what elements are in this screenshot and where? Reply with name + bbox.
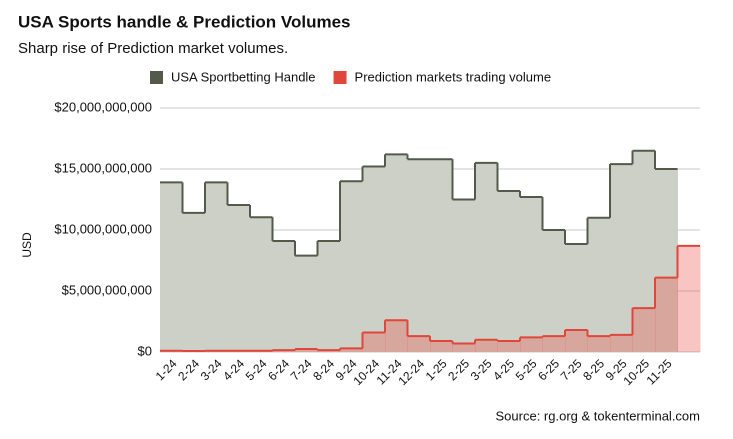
x-tick-label: 3-25 <box>468 356 495 383</box>
y-tick-label: $15,000,000,000 <box>54 160 152 175</box>
step-area <box>272 240 296 352</box>
legend-swatch <box>333 71 347 84</box>
x-tick-label: 10-25 <box>621 356 653 388</box>
x-tick-label: 7-25 <box>558 356 585 383</box>
source-note: Source: rg.org & tokenterminal.com <box>496 408 700 423</box>
step-area <box>587 336 611 352</box>
legend-swatch <box>150 71 163 84</box>
step-area <box>542 230 566 352</box>
y-tick-label: $20,000,000,000 <box>54 99 152 114</box>
step-area <box>610 164 633 352</box>
step-area <box>430 341 453 352</box>
step-area <box>430 159 453 352</box>
step-area <box>475 162 498 352</box>
step-area <box>497 341 521 352</box>
y-axis-label: USD <box>20 232 34 258</box>
x-tick-label: 1-24 <box>153 356 180 383</box>
step-area <box>520 197 543 352</box>
y-tick-label: $10,000,000,000 <box>54 221 152 236</box>
step-area <box>362 332 386 352</box>
step-area <box>407 159 431 352</box>
step-area <box>385 154 408 352</box>
x-tick-label: 3-24 <box>198 356 225 383</box>
x-tick-label: 2-24 <box>175 356 202 383</box>
step-area <box>362 166 386 352</box>
y-tick-label: $0 <box>138 343 152 358</box>
y-tick-label: $5,000,000,000 <box>62 282 152 297</box>
step-area <box>655 169 678 352</box>
x-tick-label: 11-25 <box>644 356 675 387</box>
step-area <box>632 308 656 352</box>
x-tick-label: 4-25 <box>490 356 517 383</box>
step-area <box>475 339 498 352</box>
step-area <box>205 182 228 352</box>
legend-label: Prediction markets trading volume <box>355 69 552 84</box>
step-area <box>520 337 543 352</box>
step-area <box>317 240 341 352</box>
step-area <box>677 245 701 352</box>
x-tick-label: 12-24 <box>396 356 428 388</box>
step-area <box>632 150 656 352</box>
chart-subtitle: Sharp rise of Prediction market volumes. <box>18 40 288 57</box>
x-tick-label: 1-25 <box>423 356 450 383</box>
x-tick-label: 8-24 <box>310 356 337 383</box>
step-area <box>407 336 431 352</box>
x-tick-label: 10-24 <box>351 356 383 388</box>
step-area <box>227 204 251 352</box>
step-area <box>295 348 318 352</box>
x-tick-label: 6-25 <box>535 356 562 383</box>
step-area <box>542 336 566 352</box>
x-tick-label: 7-24 <box>288 356 315 383</box>
step-area <box>565 244 588 352</box>
step-area <box>385 320 408 352</box>
x-tick-label: 2-25 <box>445 356 472 383</box>
x-tick-label: 4-24 <box>220 356 247 383</box>
legend-label: USA Sportbetting Handle <box>171 69 316 84</box>
step-area <box>340 348 363 352</box>
chart-title: USA Sports handle & Prediction Volumes <box>18 12 351 31</box>
step-area <box>182 212 206 352</box>
step-area <box>565 330 588 352</box>
step-area <box>340 181 363 352</box>
x-tick-label: 5-25 <box>513 356 540 383</box>
x-tick-label: 8-25 <box>580 356 607 383</box>
step-area <box>160 182 183 352</box>
step-area <box>610 334 633 352</box>
step-area <box>295 255 318 352</box>
step-area <box>250 217 273 352</box>
x-tick-label: 6-24 <box>265 356 292 383</box>
step-area <box>497 190 521 352</box>
step-area <box>452 199 476 352</box>
x-tick-label: 5-24 <box>243 356 270 383</box>
step-area <box>655 277 678 352</box>
step-area <box>452 343 476 352</box>
step-area <box>587 217 611 352</box>
